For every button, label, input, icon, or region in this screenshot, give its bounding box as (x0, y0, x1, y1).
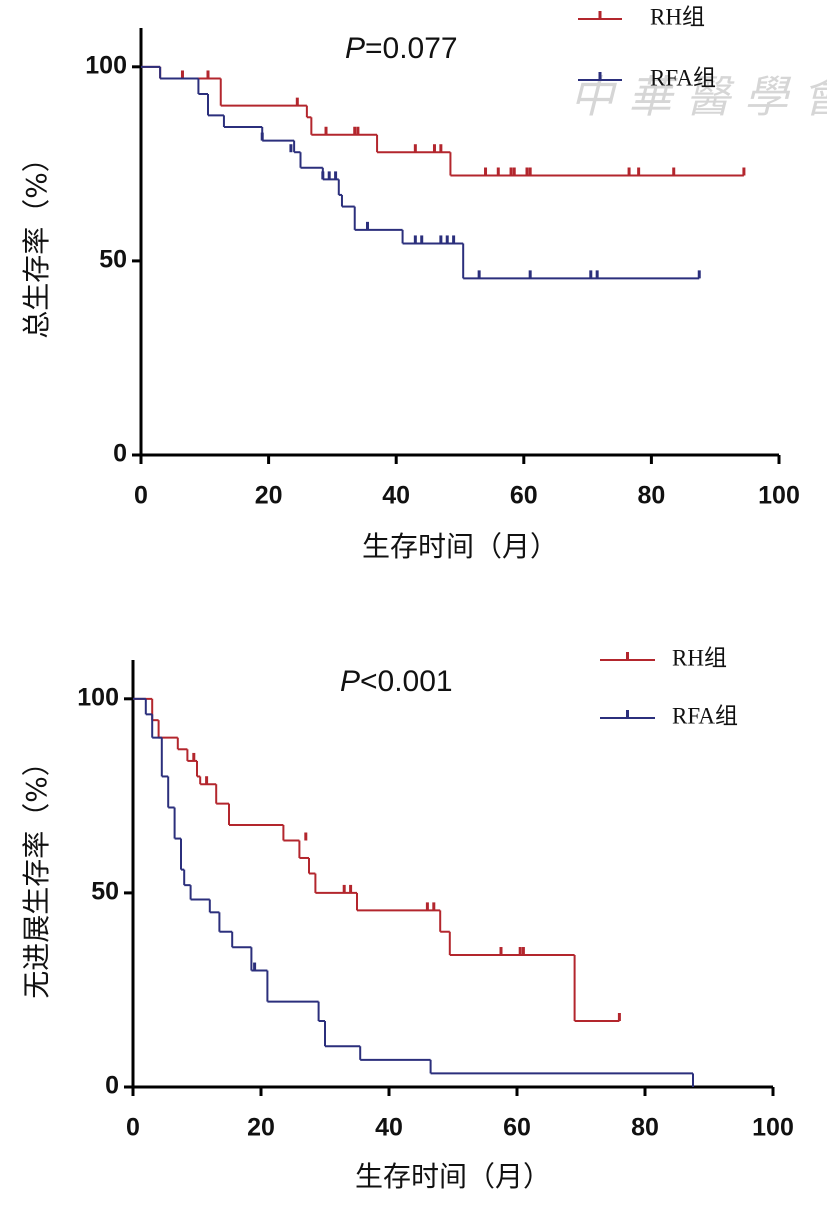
y-tick-label: 50 (91, 878, 119, 906)
annotation: P<0.001 (340, 665, 453, 698)
x-axis-title: 生存时间（月） (355, 1160, 551, 1193)
x-tick-label: 100 (758, 482, 800, 510)
legend-label: RFA组 (650, 65, 716, 90)
x-tick-label: 20 (247, 1114, 275, 1142)
x-tick-label: 60 (510, 482, 538, 510)
legend-label: RFA组 (672, 703, 738, 728)
x-tick-label: 0 (126, 1114, 140, 1142)
annotation: P=0.077 (345, 32, 458, 65)
y-tick-label: 50 (99, 246, 127, 274)
x-tick-label: 20 (255, 482, 283, 510)
y-axis-title: 无进展生存率（%） (20, 748, 53, 999)
x-axis-title: 生存时间（月） (362, 530, 558, 563)
x-tick-label: 0 (134, 482, 148, 510)
x-tick-label: 40 (375, 1114, 403, 1142)
y-tick-label: 0 (113, 440, 127, 468)
legend-label: RH组 (650, 4, 705, 29)
x-tick-label: 80 (631, 1114, 659, 1142)
y-axis-title: 总生存率（%） (20, 144, 53, 339)
x-tick-label: 80 (637, 482, 665, 510)
y-tick-label: 100 (85, 51, 127, 79)
y-tick-label: 0 (105, 1072, 119, 1100)
x-tick-label: 60 (503, 1114, 531, 1142)
x-tick-label: 100 (752, 1114, 794, 1142)
x-tick-label: 40 (382, 482, 410, 510)
y-tick-label: 100 (77, 683, 119, 711)
legend-label: RH组 (672, 645, 727, 670)
